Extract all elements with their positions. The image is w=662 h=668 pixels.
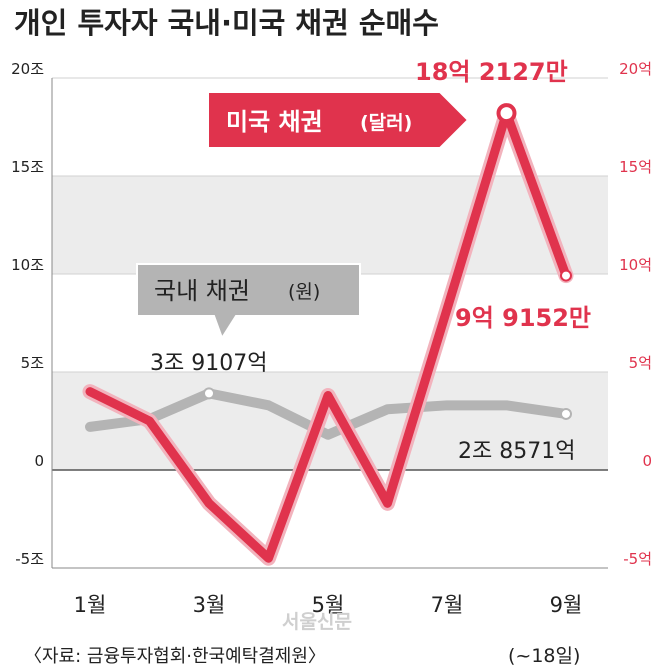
left-tick-3: 10조 <box>11 256 44 274</box>
right-tick-2: 5억 <box>629 354 652 372</box>
right-tick-3: 10억 <box>619 256 652 274</box>
right-tick-0: -5억 <box>623 550 652 568</box>
period-note: (~18일) <box>508 645 580 667</box>
left-axis-ticks: -5조 0 5조 10조 15조 20조 <box>11 60 44 568</box>
x-tick-0: 1월 <box>74 593 107 617</box>
series-us-bonds <box>82 103 574 566</box>
left-tick-4: 15조 <box>11 158 44 176</box>
x-tick-2: 5월 <box>312 593 345 617</box>
x-tick-1: 3월 <box>193 593 226 617</box>
band-3 <box>52 176 608 274</box>
us-marker-7 <box>496 103 517 124</box>
legend-us-name: 미국 채권 <box>226 108 323 136</box>
left-tick-0: -5조 <box>15 550 44 568</box>
annotation-us-peak: 18억 2127만 <box>415 58 568 86</box>
legend-domestic-unit: (원) <box>288 281 320 303</box>
x-axis-ticks: 1월 3월 5월 7월 9월 <box>74 593 583 617</box>
source-note: 〈자료: 금융투자협회·한국예탁결제원〉 <box>24 646 326 667</box>
legend-us-box <box>207 91 470 149</box>
x-tick-4: 9월 <box>550 593 583 617</box>
domestic-marker-2 <box>203 387 215 400</box>
left-tick-1: 0 <box>34 452 44 470</box>
legend-us-unit: (달러) <box>360 112 412 134</box>
legend-domestic-name: 국내 채권 <box>154 277 250 305</box>
legend-domestic-bonds: 국내 채권 (원) <box>136 263 361 341</box>
annotation-domestic-mar: 3조 9107억 <box>150 351 267 376</box>
right-tick-1: 0 <box>642 452 652 470</box>
watermark: 서울신문 <box>282 611 352 633</box>
gridlines <box>51 77 608 569</box>
domestic-line <box>85 388 571 440</box>
us-marker-8 <box>560 269 572 282</box>
right-tick-4: 15억 <box>619 158 652 176</box>
domestic-marker-8 <box>560 407 572 420</box>
left-tick-5: 20조 <box>11 60 44 78</box>
annotation-us-last: 9억 9152만 <box>455 304 591 332</box>
left-tick-2: 5조 <box>21 354 45 372</box>
chart-title: 개인 투자자 국내·미국 채권 순매수 <box>14 6 439 40</box>
right-tick-5: 20억 <box>619 60 652 78</box>
us-line <box>85 108 571 563</box>
x-tick-3: 7월 <box>431 593 464 617</box>
legend-us-bonds: 미국 채권 (달러) <box>207 91 470 149</box>
right-axis-ticks: -5억 0 5억 10억 15억 20억 <box>619 60 652 568</box>
series-domestic-bonds <box>85 387 572 440</box>
legend-domestic-box <box>136 263 361 341</box>
annotation-domestic-last: 2조 8571억 <box>458 439 575 464</box>
